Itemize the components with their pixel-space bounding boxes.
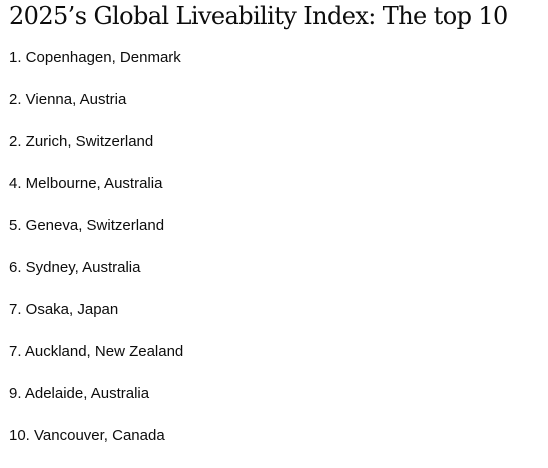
list-item: 7. Osaka, Japan — [9, 301, 119, 318]
list-item: 5. Geneva, Switzerland — [9, 217, 165, 234]
list-item: 6. Sydney, Australia — [9, 259, 141, 276]
ranking-list: 1. Copenhagen, Denmark 2. Vienna, Austri… — [9, 48, 183, 468]
list-item: 1. Copenhagen, Denmark — [9, 49, 181, 66]
list-item: 2. Vienna, Austria — [9, 91, 127, 108]
page-title: 2025’s Global Liveability Index: The top… — [9, 2, 508, 30]
list-item: 2. Zurich, Switzerland — [9, 133, 154, 150]
list-item: 7. Auckland, New Zealand — [9, 343, 184, 360]
list-item: 9. Adelaide, Australia — [9, 385, 150, 402]
list-item: 4. Melbourne, Australia — [9, 175, 163, 192]
list-item: 10. Vancouver, Canada — [9, 427, 165, 444]
